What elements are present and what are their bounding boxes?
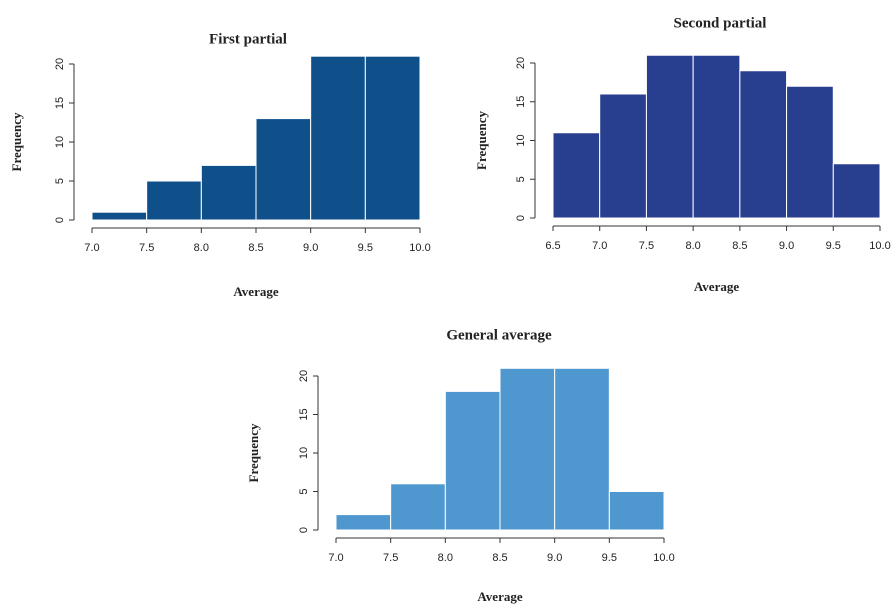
y-tick-label: 0 (515, 215, 527, 221)
x-tick-label: 6.5 (545, 240, 560, 252)
x-tick-label: 8.0 (194, 242, 209, 254)
bar (786, 85, 834, 219)
chart-title: First partial (209, 31, 287, 47)
x-tick-label: 10.0 (653, 552, 674, 564)
bar (91, 211, 148, 221)
bar (200, 164, 257, 221)
x-tick-label: 10.0 (869, 240, 890, 252)
bar (552, 132, 601, 219)
bar (444, 390, 501, 531)
y-axis-label: Frequency (9, 112, 24, 171)
bar (499, 367, 556, 531)
bar (335, 514, 392, 531)
y-tick-label: 10 (298, 447, 310, 459)
y-tick-label: 20 (54, 58, 66, 70)
chart-title: Second partial (674, 15, 767, 31)
bar (390, 483, 446, 531)
bar (364, 55, 421, 221)
x-axis-label: Average (477, 589, 522, 604)
bar (146, 180, 202, 221)
x-tick-label: 9.0 (547, 552, 562, 564)
y-tick-label: 15 (515, 96, 527, 108)
x-tick-label: 8.5 (492, 552, 507, 564)
y-tick-label: 15 (54, 97, 66, 109)
bar (692, 54, 741, 219)
x-tick-label: 7.0 (84, 242, 99, 254)
y-tick-label: 15 (298, 408, 310, 420)
bar (739, 70, 788, 219)
y-tick-label: 10 (54, 136, 66, 148)
x-tick-label: 9.5 (826, 240, 841, 252)
chart-title: General average (446, 327, 552, 343)
x-axis-label: Average (233, 284, 278, 299)
y-tick-label: 10 (515, 134, 527, 146)
x-tick-label: 8.5 (248, 242, 263, 254)
bar (645, 54, 694, 219)
x-tick-label: 7.5 (139, 242, 154, 254)
x-tick-label: 8.0 (685, 240, 700, 252)
bar (599, 93, 647, 219)
bar (554, 367, 610, 531)
y-tick-label: 5 (298, 488, 310, 494)
y-tick-label: 0 (298, 527, 310, 533)
x-tick-label: 10.0 (409, 242, 430, 254)
y-tick-label: 5 (515, 176, 527, 182)
x-tick-label: 9.0 (779, 240, 794, 252)
x-tick-label: 7.0 (328, 552, 343, 564)
bar (608, 491, 665, 531)
x-axis-label: Average (694, 279, 739, 294)
bar (255, 118, 312, 221)
y-axis-label: Frequency (474, 111, 489, 170)
x-tick-label: 7.0 (592, 240, 607, 252)
x-tick-label: 8.5 (732, 240, 747, 252)
x-tick-label: 9.0 (303, 242, 318, 254)
y-tick-label: 20 (515, 57, 527, 69)
x-tick-label: 8.0 (438, 552, 453, 564)
bar (832, 163, 881, 219)
y-tick-label: 20 (298, 370, 310, 382)
x-tick-label: 7.5 (639, 240, 654, 252)
y-axis-label: Frequency (246, 423, 261, 482)
bar (310, 55, 366, 221)
x-tick-label: 9.5 (358, 242, 373, 254)
x-tick-label: 9.5 (602, 552, 617, 564)
y-tick-label: 5 (54, 178, 66, 184)
x-tick-label: 7.5 (383, 552, 398, 564)
y-tick-label: 0 (54, 217, 66, 223)
